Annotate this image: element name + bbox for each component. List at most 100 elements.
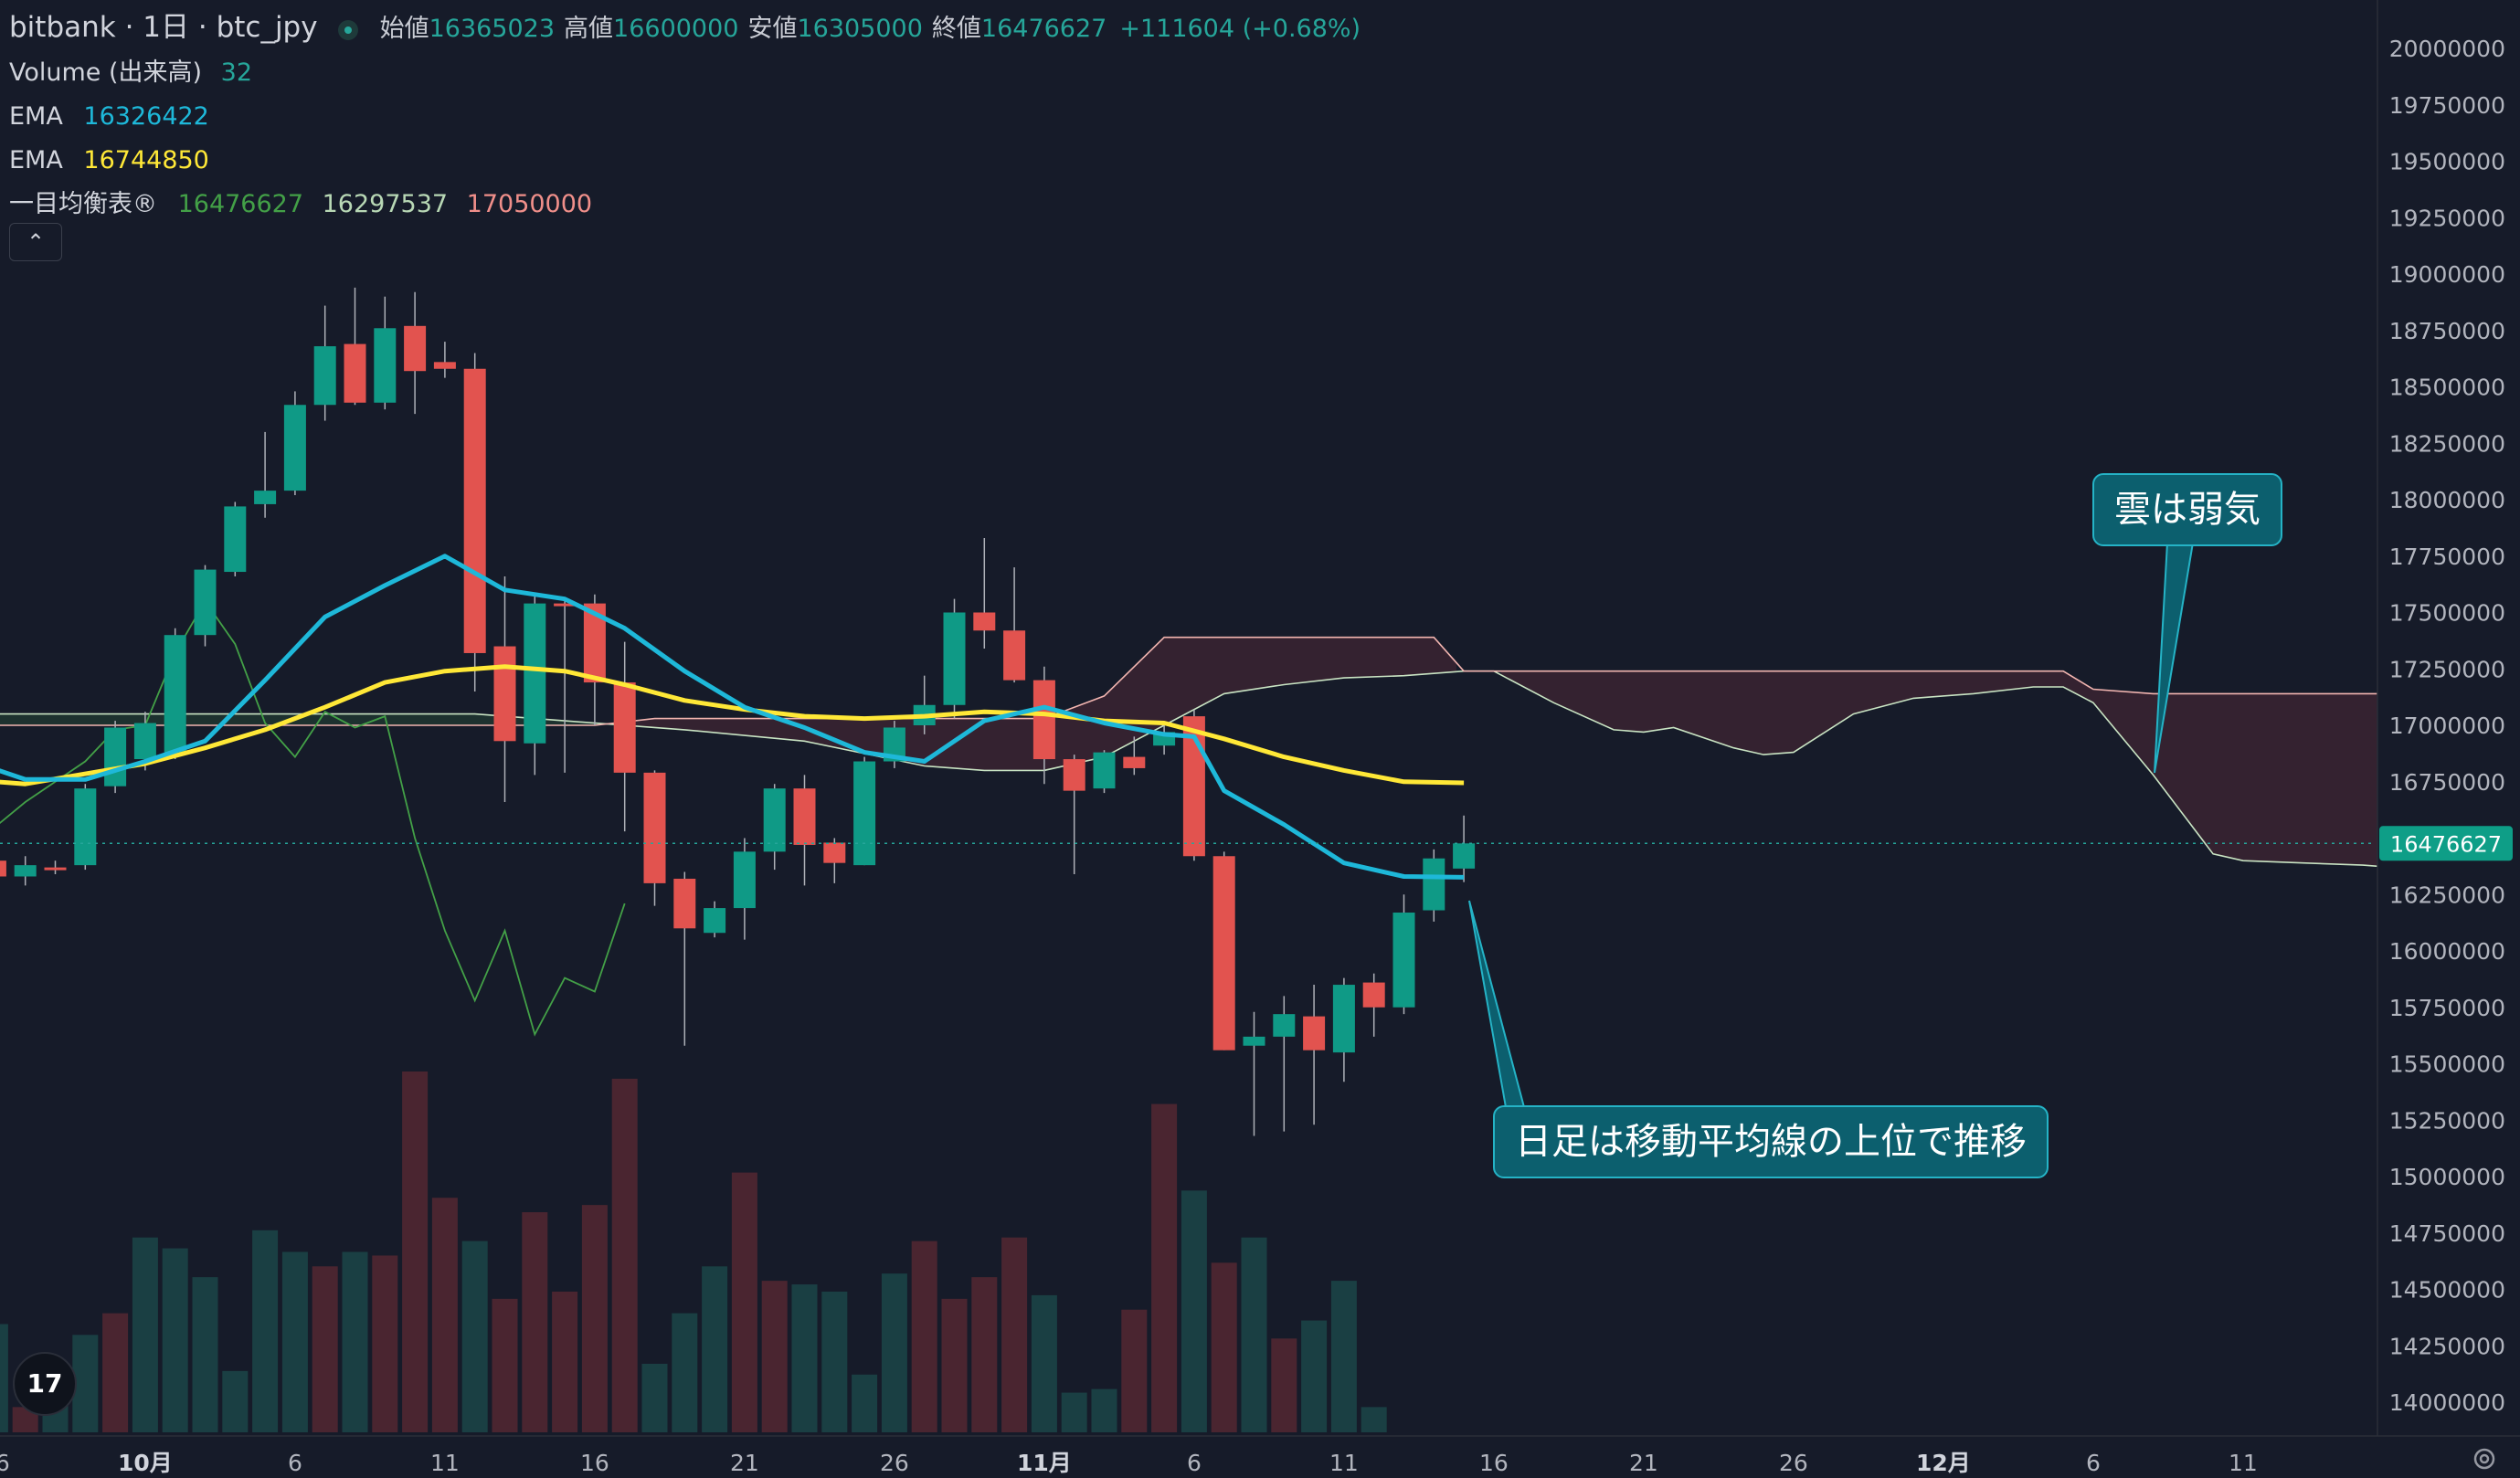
candle-body [433, 362, 456, 369]
chevron-up-icon: ⌃ [26, 229, 46, 255]
time-tick-label: 11月 [1017, 1450, 1072, 1476]
candle-body [283, 405, 306, 491]
legend-ema-fast[interactable]: EMA 16326422 [9, 95, 1361, 139]
candle-body [74, 788, 97, 866]
volume-bar [0, 1324, 8, 1432]
candle [313, 305, 336, 421]
tradingview-logo-icon[interactable]: 17 [13, 1352, 77, 1416]
candle [763, 784, 786, 871]
candle [1362, 973, 1385, 1037]
candle [733, 838, 756, 940]
price-tick-label: 14000000 [2389, 1389, 2505, 1416]
volume-bar [402, 1072, 429, 1432]
price-tick-label: 15000000 [2389, 1164, 2505, 1190]
candle [1093, 750, 1116, 794]
time-tick-label: 16 [1479, 1450, 1509, 1476]
volume-bar [281, 1251, 308, 1432]
candle-body [763, 788, 786, 852]
chart-title[interactable]: bitbank · 1日 · btc_jpy [9, 11, 318, 44]
ichimoku-label: 一目均衡表® [9, 190, 157, 218]
volume-bar [1241, 1237, 1267, 1432]
volume-bar [1001, 1237, 1028, 1432]
candle-body [1063, 759, 1085, 791]
volume-bar [372, 1255, 398, 1432]
volume-bar [881, 1273, 907, 1432]
candle [164, 628, 186, 760]
candle-body [374, 328, 397, 403]
volume-bar [492, 1298, 518, 1432]
candle-body [704, 908, 726, 934]
price-tag-label: 16476627 [2390, 831, 2502, 857]
price-tick-label: 15250000 [2389, 1107, 2505, 1134]
ichimoku-value-2: 16297537 [322, 190, 449, 218]
volume-bar [252, 1230, 279, 1432]
candle [1273, 996, 1296, 1132]
candle-body [1453, 843, 1476, 869]
volume-bar [1121, 1309, 1148, 1432]
chikou-span [0, 599, 626, 1037]
candle [1032, 666, 1055, 785]
time-tick-label: 26 [1779, 1450, 1808, 1476]
price-tick-label: 17000000 [2389, 713, 2505, 739]
candle [133, 712, 156, 771]
ichimoku-value-1: 16476627 [177, 190, 304, 218]
volume-bar [941, 1298, 968, 1432]
legend-ichimoku[interactable]: 一目均衡表® 16476627 16297537 17050000 [9, 183, 1361, 227]
ema-fast-value: 16326422 [83, 102, 209, 131]
volume-bar [581, 1205, 608, 1432]
annotation-daily[interactable]: 日足は移動平均線の上位で推移 [1493, 1105, 2049, 1178]
market-status-icon [337, 19, 358, 40]
legend-volume[interactable]: Volume (出来高) 32 [9, 51, 1361, 95]
volume-bar [702, 1266, 728, 1432]
candle [283, 391, 306, 496]
legend-ema-slow[interactable]: EMA 16744850 [9, 139, 1361, 183]
candle-body [194, 569, 217, 636]
gear-icon[interactable] [2471, 1445, 2498, 1473]
volume-bar [821, 1291, 848, 1432]
candle [1123, 736, 1146, 776]
candle [104, 721, 127, 794]
candle-body [793, 788, 816, 845]
price-tick-label: 14250000 [2389, 1333, 2505, 1359]
volume-bar [222, 1370, 249, 1432]
candle-body [1212, 856, 1235, 1050]
candle [1303, 985, 1326, 1125]
candle-body [14, 865, 37, 877]
price-tick-label: 14750000 [2389, 1220, 2505, 1247]
collapse-legend-button[interactable]: ⌃ [9, 223, 62, 261]
change-value: +111604 (+0.68%) [1119, 15, 1361, 43]
candle [194, 565, 217, 647]
candle-body [943, 612, 966, 705]
volume-bar [611, 1078, 638, 1432]
candle-body [164, 635, 186, 753]
volume-bar [1181, 1190, 1207, 1432]
volume-bar [522, 1212, 548, 1432]
candle-body [0, 860, 6, 877]
time-tick-label: 21 [1629, 1450, 1658, 1476]
ichimoku-value-3: 17050000 [466, 190, 593, 218]
annotation-cloud[interactable]: 雲は弱気 [2092, 473, 2282, 546]
candle-body [613, 682, 636, 773]
candle [823, 838, 846, 883]
candle-body [1123, 756, 1146, 768]
candle [374, 296, 397, 410]
candle [224, 501, 247, 576]
candle [1243, 1011, 1265, 1136]
close-value: 16476627 [980, 15, 1107, 43]
ema-slow-label: EMA [9, 146, 63, 174]
candle [404, 291, 427, 415]
candle [613, 641, 636, 832]
candle-body [1423, 858, 1445, 911]
low-label: 安値 [747, 15, 798, 43]
volume-bar [102, 1313, 129, 1432]
candle-body [404, 325, 427, 372]
volume-bar [731, 1172, 757, 1432]
price-tick-label: 18500000 [2389, 375, 2505, 401]
volume-bar [1330, 1281, 1357, 1432]
price-tick-label: 14500000 [2389, 1277, 2505, 1304]
candle-body [823, 842, 846, 863]
price-tick-label: 18000000 [2389, 487, 2505, 513]
candle [1063, 755, 1085, 875]
legend-header: bitbank · 1日 · btc_jpy 始値16365023 高値166000… [9, 5, 1361, 51]
